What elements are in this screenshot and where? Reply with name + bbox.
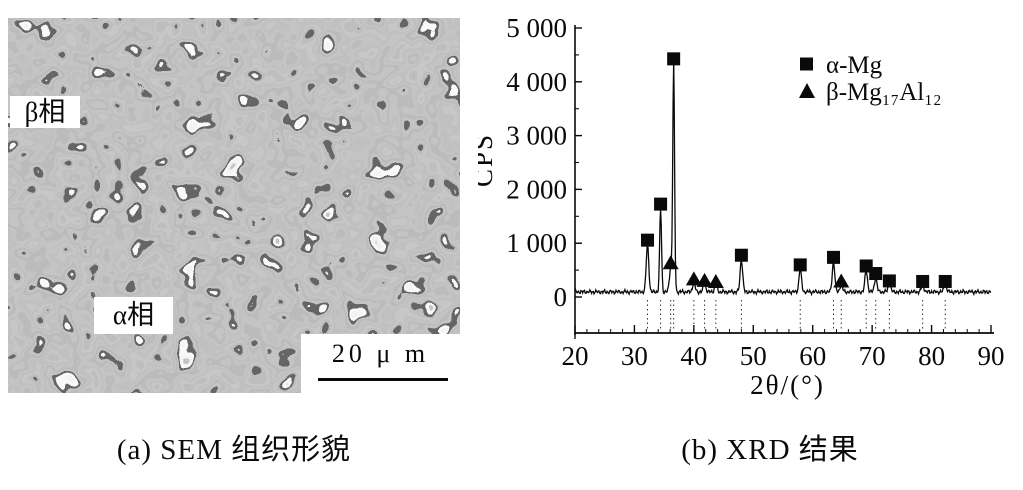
x-tick-label: 80 [918, 341, 945, 371]
sem-micrograph-panel: β相 α相 20 μ m [8, 18, 460, 393]
caption-panel-b: (b) XRD 结果 [681, 434, 859, 466]
y-tick-label: 0 [554, 282, 568, 312]
legend-square-marker [800, 57, 813, 71]
beta-phase-peak-marker [707, 274, 724, 289]
alpha-mg-peak-marker [654, 197, 668, 211]
y-tick-label: 3 000 [506, 121, 567, 151]
alpha-mg-peak-marker [938, 274, 952, 288]
x-tick-label: 70 [859, 341, 886, 371]
beta-phase-peak-marker [833, 273, 850, 288]
legend-label: α-Mg [826, 52, 883, 79]
alpha-phase-label: α相 [94, 297, 173, 334]
x-tick-label: 90 [978, 341, 1005, 371]
x-tick-label: 50 [740, 341, 767, 371]
alpha-mg-peak-marker [827, 250, 841, 264]
alpha-mg-peak-marker [667, 52, 681, 66]
caption-panel-a: (a) SEM 组织形貌 [116, 434, 352, 466]
alpha-mg-peak-marker [641, 233, 655, 247]
alpha-mg-peak-marker [734, 248, 748, 262]
y-tick-label: 2 000 [506, 174, 567, 204]
sem-micrograph-image [8, 18, 460, 393]
y-axis-title: CPS [478, 133, 498, 187]
alpha-mg-peak-marker [882, 274, 896, 288]
y-tick-label: 1 000 [506, 228, 567, 258]
legend-triangle-marker [799, 83, 815, 98]
x-axis-title: 2θ/(°) [750, 370, 825, 400]
alpha-mg-peak-marker [793, 258, 807, 272]
beta-phase-peak-marker [696, 272, 713, 287]
alpha-mg-peak-marker [916, 274, 930, 288]
x-tick-label: 20 [562, 341, 589, 371]
y-tick-label: 5 000 [506, 13, 567, 43]
y-tick-label: 4 000 [506, 67, 567, 97]
legend-label: β-Mg₁₇Al₁₂ [826, 79, 942, 106]
beta-phase-peak-marker [685, 271, 702, 286]
x-tick-label: 40 [680, 341, 707, 371]
scale-bar: 20 μ m [301, 334, 460, 393]
beta-phase-peak-marker [662, 255, 679, 270]
alpha-mg-peak-marker [869, 267, 883, 281]
scale-bar-line [318, 378, 448, 381]
scale-bar-text: 20 μ m [331, 339, 430, 368]
beta-phase-label: β相 [10, 96, 80, 128]
xrd-chart: 0 1 000 2 000 3 000 4 000 5 000 20 30 40 50 60 70 80… [478, 13, 1005, 400]
x-tick-label: 30 [621, 341, 648, 371]
x-tick-label: 60 [799, 341, 826, 371]
